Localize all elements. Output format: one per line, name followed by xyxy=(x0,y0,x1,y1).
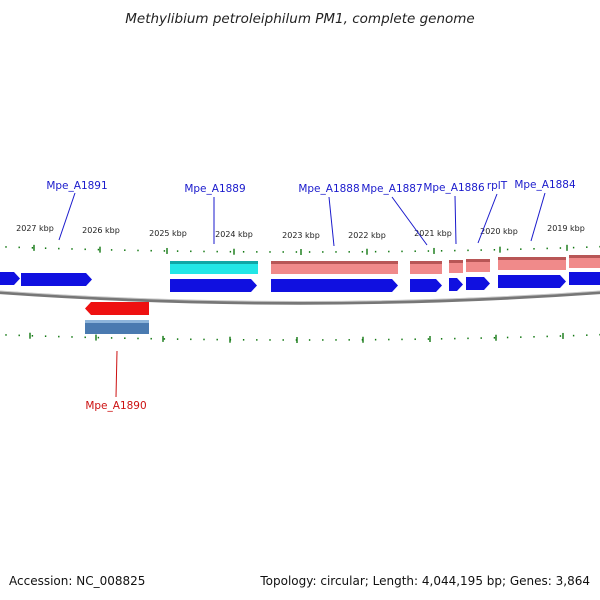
feature-bar-steel xyxy=(85,320,149,334)
gene-label-Mpe_A1891: Mpe_A1891 xyxy=(46,180,107,192)
gene-arrow-plus-2 xyxy=(170,279,257,292)
feature-bar-pink-3 xyxy=(466,259,490,272)
callout-line-Mpe_A1891 xyxy=(58,192,76,241)
gene-arrow-plus-8 xyxy=(569,272,600,285)
kbp-label-2022: 2022 kbp xyxy=(348,231,386,240)
feature-track xyxy=(85,255,600,334)
gene-callouts: Mpe_A1891 Mpe_A1889 Mpe_A1888 Mpe_A1887 Mpe_… xyxy=(46,179,576,412)
feature-bar-steel-edge xyxy=(85,320,149,323)
gene-label-Mpe_A1884: Mpe_A1884 xyxy=(514,179,576,191)
feature-bar-pink-edge-4 xyxy=(498,257,566,260)
kbp-label-2025: 2025 kbp xyxy=(149,229,187,238)
kbp-label-2019: 2019 kbp xyxy=(547,224,585,233)
kbp-label-2027: 2027 kbp xyxy=(16,224,54,233)
callout-line-rplT xyxy=(477,193,498,244)
gene-label-rplT: rplT xyxy=(487,180,508,192)
callout-line-Mpe_A1888 xyxy=(328,196,335,247)
feature-bar-pink-5 xyxy=(569,255,600,268)
feature-bar-pink-4 xyxy=(498,257,566,270)
gene-arrow-plus-0 xyxy=(0,272,20,285)
gene-arrow-plus-5 xyxy=(449,278,463,291)
feature-bar-pink-edge-0 xyxy=(271,261,398,264)
callout-line-Mpe_A1886 xyxy=(454,195,457,245)
gene-arrow-plus-7 xyxy=(498,275,566,288)
callout-line-Mpe_A1884 xyxy=(530,192,546,242)
feature-bar-pink-1 xyxy=(410,261,442,274)
kbp-label-2023: 2023 kbp xyxy=(282,231,320,240)
gene-arrow-plus-6 xyxy=(466,277,490,290)
gene-track xyxy=(0,272,600,315)
gene-label-Mpe_A1886: Mpe_A1886 xyxy=(423,182,485,194)
accession-text: Accession: NC_008825 xyxy=(9,574,146,588)
feature-bar-pink-edge-1 xyxy=(410,261,442,264)
kbp-label-2024: 2024 kbp xyxy=(215,230,253,239)
callout-line-Mpe_A1890 xyxy=(115,350,118,398)
feature-bar-pink-0 xyxy=(271,261,398,274)
gene-label-Mpe_A1889: Mpe_A1889 xyxy=(184,183,245,195)
gene-arrow-plus-1 xyxy=(21,273,92,286)
kbp-label-group: 2027 kbp 2026 kbp 2025 kbp 2024 kbp 2023 kbp… xyxy=(16,224,585,240)
callout-line-Mpe_A1887 xyxy=(391,196,428,246)
feature-bar-cyan-edge xyxy=(170,261,258,264)
backbone-group xyxy=(0,290,600,305)
kbp-label-2021: 2021 kbp xyxy=(414,229,452,238)
gene-arrow-plus-3 xyxy=(271,279,398,292)
genome-summary-text: Topology: circular; Length: 4,044,195 bp… xyxy=(260,574,590,588)
feature-bar-pink-edge-3 xyxy=(466,259,490,262)
kbp-label-2026: 2026 kbp xyxy=(82,226,120,235)
gene-label-Mpe_A1890: Mpe_A1890 xyxy=(85,400,146,412)
feature-bar-pink-edge-5 xyxy=(569,255,600,258)
kbp-label-2020: 2020 kbp xyxy=(480,227,518,236)
feature-bar-pink-edge-2 xyxy=(449,260,463,263)
tick-track-top xyxy=(5,244,600,255)
backbone-line xyxy=(0,290,600,305)
gene-arrow-minus-0 xyxy=(85,302,149,315)
tick-track-bottom xyxy=(5,332,600,343)
map-title: Methylibium petroleiphilum PM1, complete… xyxy=(125,11,474,27)
gene-arrow-plus-4 xyxy=(410,279,442,292)
backbone-highlight xyxy=(0,290,600,302)
feature-bar-cyan xyxy=(170,261,258,274)
gene-label-Mpe_A1887: Mpe_A1887 xyxy=(361,183,422,195)
feature-bar-pink-2 xyxy=(449,260,463,273)
gene-label-Mpe_A1888: Mpe_A1888 xyxy=(298,183,359,195)
